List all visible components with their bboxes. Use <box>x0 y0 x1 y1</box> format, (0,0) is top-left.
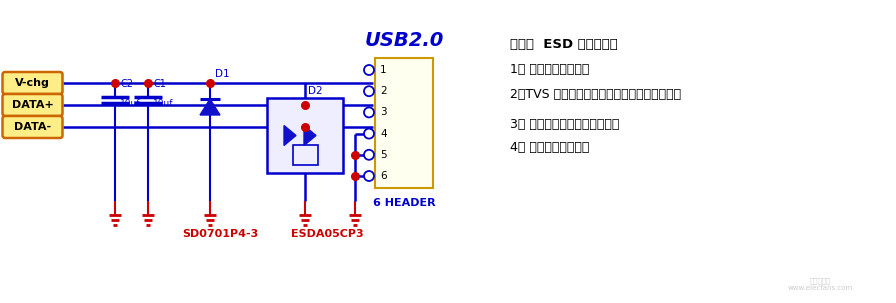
Text: 6 HEADER: 6 HEADER <box>373 198 435 208</box>
Text: D1: D1 <box>215 69 229 79</box>
Text: DATA+: DATA+ <box>12 100 54 110</box>
Text: 6: 6 <box>380 171 387 181</box>
FancyBboxPatch shape <box>3 94 63 116</box>
Circle shape <box>364 150 374 160</box>
Text: V-chg: V-chg <box>15 78 50 88</box>
Circle shape <box>364 128 374 138</box>
Text: 2、TVS 的击穿电压大于电路的最大工作电压；: 2、TVS 的击穿电压大于电路的最大工作电压； <box>510 88 681 101</box>
Text: C1: C1 <box>153 79 166 89</box>
Circle shape <box>364 65 374 75</box>
Text: SD0701P4-3: SD0701P4-3 <box>182 229 258 239</box>
Circle shape <box>364 107 374 117</box>
Text: 3、 选择符合测试要求的功率；: 3、 选择符合测试要求的功率； <box>510 118 619 131</box>
Text: 4: 4 <box>380 128 387 138</box>
Text: 1、 选择合适的封装；: 1、 选择合适的封装； <box>510 63 590 76</box>
Text: 10uf: 10uf <box>153 99 174 108</box>
FancyBboxPatch shape <box>3 116 63 138</box>
Text: 3: 3 <box>380 107 387 117</box>
Text: C2: C2 <box>120 79 133 89</box>
Polygon shape <box>304 125 316 145</box>
FancyBboxPatch shape <box>375 58 433 188</box>
FancyBboxPatch shape <box>292 145 317 165</box>
Circle shape <box>364 171 374 181</box>
Circle shape <box>364 86 374 96</box>
Text: ESDA05CP3: ESDA05CP3 <box>291 229 364 239</box>
Text: DATA-: DATA- <box>14 122 51 132</box>
FancyBboxPatch shape <box>3 72 63 94</box>
Text: D2: D2 <box>308 86 323 96</box>
Text: 电子发烧友
www.elecfans.com: 电子发烧友 www.elecfans.com <box>788 277 853 291</box>
Text: 10uf: 10uf <box>120 99 141 108</box>
Text: 2: 2 <box>380 86 387 96</box>
Text: 备注：  ESD 选型原则：: 备注： ESD 选型原则： <box>510 38 617 51</box>
Text: 5: 5 <box>380 150 387 160</box>
Polygon shape <box>284 125 296 145</box>
Text: 4、 选择答位较小的。: 4、 选择答位较小的。 <box>510 141 590 154</box>
FancyBboxPatch shape <box>267 98 343 173</box>
Text: USB2.0: USB2.0 <box>365 31 444 50</box>
Text: 1: 1 <box>380 65 387 75</box>
Polygon shape <box>200 99 220 115</box>
